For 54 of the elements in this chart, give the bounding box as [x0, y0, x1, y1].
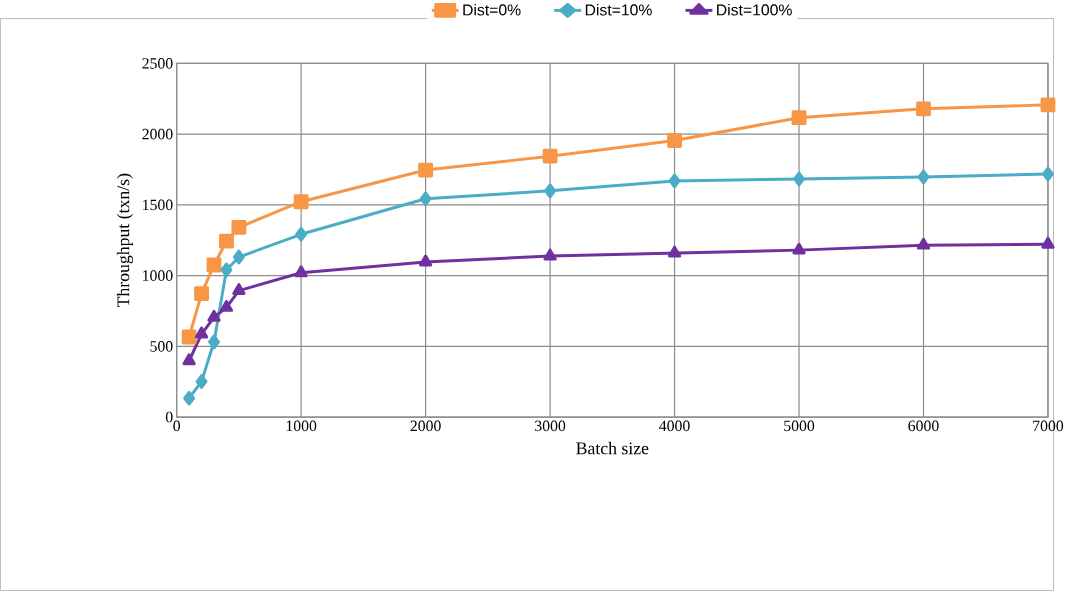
legend-label: Dist=10% [585, 3, 652, 16]
point [183, 390, 196, 406]
point [207, 309, 221, 322]
point [791, 110, 807, 126]
point [1042, 166, 1054, 182]
y-tick-label: 2500 [142, 58, 173, 69]
point [182, 353, 196, 366]
point [419, 254, 433, 267]
point [232, 249, 245, 265]
point [793, 171, 805, 187]
point [917, 169, 930, 185]
x-tick-label: 5000 [784, 420, 815, 432]
point [542, 148, 558, 164]
point [194, 326, 209, 339]
point [181, 329, 197, 345]
point [1040, 97, 1056, 113]
point [916, 101, 931, 117]
point [667, 245, 682, 258]
point [293, 194, 309, 210]
point [206, 257, 222, 273]
point [194, 286, 209, 301]
point [294, 265, 308, 278]
point [1041, 236, 1055, 249]
y-tick-label: 0 [165, 411, 173, 423]
y-tick-label: 1500 [143, 199, 173, 211]
point [543, 248, 557, 261]
point [231, 219, 247, 235]
point [419, 191, 432, 207]
point [418, 162, 434, 178]
x-axis-title: Batch size [576, 441, 649, 455]
x-tick-label: 4000 [659, 420, 690, 432]
point [667, 133, 682, 148]
x-tick-label: 2000 [410, 420, 441, 432]
point [195, 374, 208, 389]
x-tick-label: 3000 [535, 420, 566, 432]
point [220, 262, 233, 278]
y-tick-label: 500 [150, 341, 173, 352]
x-tick-label: 1000 [286, 420, 317, 432]
point [916, 237, 931, 250]
point [295, 226, 308, 242]
point [208, 334, 220, 350]
x-tick-label: 7000 [1033, 420, 1064, 432]
point [232, 283, 246, 296]
point [544, 183, 557, 199]
point [219, 300, 234, 312]
point [219, 233, 234, 249]
y-tick-label: 1000 [143, 270, 173, 281]
y-tick-label: 2000 [142, 128, 173, 140]
point [668, 173, 681, 189]
y-axis-title: Throughput (txn/s) [116, 173, 133, 308]
legend-label: Dist=100% [717, 3, 792, 16]
point [792, 242, 806, 255]
x-tick-label: 6000 [908, 420, 939, 432]
legend-label: Dist=0% [463, 3, 521, 16]
